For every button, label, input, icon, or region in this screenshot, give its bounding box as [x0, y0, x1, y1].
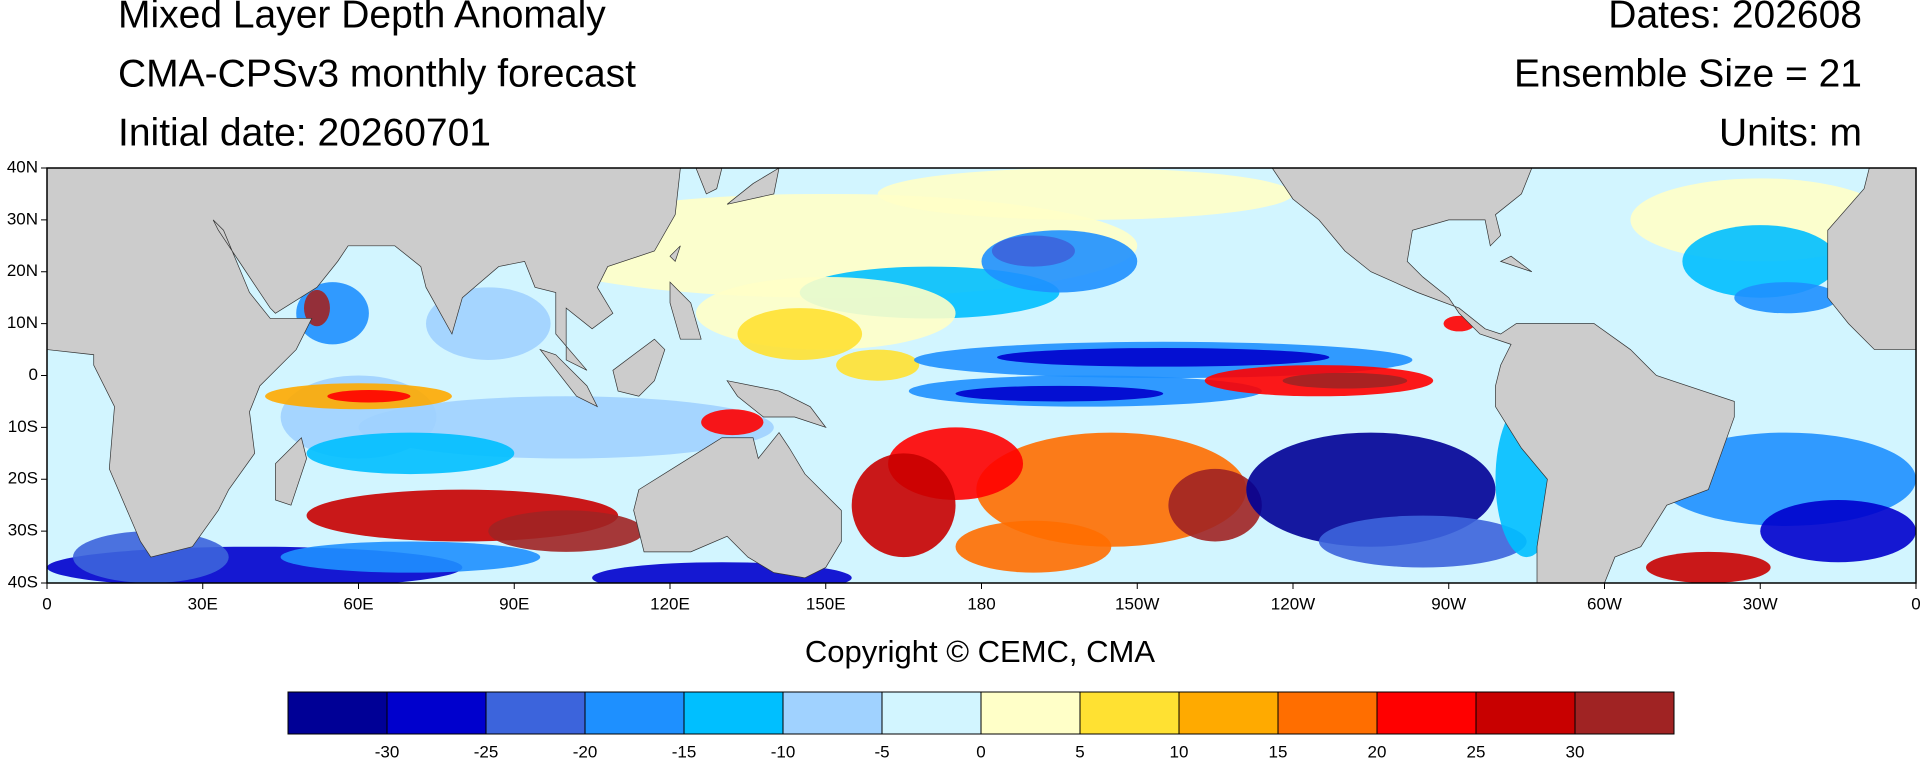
anomaly-patch [955, 385, 1164, 402]
colorbar-box [1376, 691, 1477, 735]
colorbar-label: 25 [1467, 742, 1486, 761]
initial-date: Initial date: 20260701 [118, 111, 491, 154]
lon-label: 180 [967, 594, 995, 613]
land [47, 168, 681, 558]
anomaly-patch [1646, 551, 1771, 583]
dates: Dates: 202608 [1608, 0, 1862, 36]
colorbar-label: 20 [1368, 742, 1387, 761]
lat-label: 30S [8, 521, 38, 540]
lon-label: 60E [343, 594, 373, 613]
lon-label: 90W [1431, 594, 1466, 613]
land [612, 338, 666, 397]
lat-label: 20S [8, 469, 38, 488]
colorbar-box [1079, 691, 1180, 735]
anomaly-patch [997, 348, 1330, 367]
lon-label: 120W [1271, 594, 1315, 613]
colorbar-label: -5 [874, 742, 889, 761]
anomaly-patch [488, 510, 645, 552]
lat-label: 30N [7, 209, 38, 228]
anomaly-patch [1734, 282, 1839, 314]
colorbar-box [287, 691, 388, 735]
anomaly-patch [1168, 468, 1262, 542]
colorbar-label: -10 [771, 742, 796, 761]
land [633, 431, 842, 579]
colorbar-label: -20 [573, 742, 598, 761]
anomaly-patch [737, 308, 863, 360]
anomaly-patch [1682, 225, 1839, 298]
colorbar-box [683, 691, 784, 735]
colorbar-box [782, 691, 883, 735]
colorbar-box [881, 691, 982, 735]
colorbar-label: -25 [474, 742, 499, 761]
lon-label: 60W [1587, 594, 1622, 613]
land [1827, 168, 1916, 350]
anomaly-patch [1282, 372, 1408, 389]
anomaly-patch [1630, 178, 1891, 262]
anomaly-patch [851, 453, 956, 558]
lon-label: 150E [806, 594, 846, 613]
colorbar-label: -30 [375, 742, 400, 761]
lon-label: 0 [42, 594, 51, 613]
anomaly-patch [1760, 500, 1916, 563]
lon-label: 30W [1743, 594, 1778, 613]
land [539, 348, 599, 408]
lat-label: 10N [7, 313, 38, 332]
colorbar-label: 0 [976, 742, 985, 761]
anomaly-patch [836, 349, 920, 381]
land [695, 168, 723, 195]
land [669, 245, 681, 263]
colorbar-box [980, 691, 1081, 735]
lon-label: 120E [650, 594, 690, 613]
anomaly-patch [1318, 515, 1527, 568]
copyright: Copyright © CEMC, CMA [805, 634, 1155, 669]
anomaly-patch [306, 432, 515, 475]
anomaly-patch [991, 235, 1075, 267]
lon-label: 30E [188, 594, 218, 613]
colorbar-box [1475, 691, 1576, 735]
anomaly-patch [955, 520, 1112, 573]
map-field [47, 168, 1916, 583]
land [1499, 255, 1533, 273]
colorbar-box [386, 691, 487, 735]
land [1271, 168, 1735, 583]
land [726, 168, 780, 205]
colorbar-label: -15 [672, 742, 697, 761]
colorbar-box [485, 691, 586, 735]
lat-label: 20N [7, 261, 38, 280]
colorbar-label: 10 [1170, 742, 1189, 761]
units: Units: m [1719, 111, 1862, 154]
lat-label: 0 [29, 365, 38, 384]
ensemble-size: Ensemble Size = 21 [1514, 52, 1862, 95]
colorbar-box [1178, 691, 1279, 735]
subtitle: CMA-CPSv3 monthly forecast [118, 52, 636, 95]
anomaly-patch [327, 390, 411, 403]
colorbar-label: 5 [1075, 742, 1084, 761]
anomaly-patch [280, 541, 541, 573]
land [669, 281, 702, 340]
colorbar-label: 15 [1269, 742, 1288, 761]
lon-label: 0 [1911, 594, 1920, 613]
lon-label: 90E [499, 594, 529, 613]
land [726, 380, 827, 429]
colorbar-box [1574, 691, 1675, 735]
lon-label: 150W [1115, 594, 1159, 613]
title: Mixed Layer Depth Anomaly [118, 0, 606, 36]
land [275, 437, 307, 506]
lat-label: 40N [7, 157, 38, 176]
colorbar-box [584, 691, 685, 735]
colorbar-box [1277, 691, 1378, 735]
anomaly-patch [701, 409, 764, 436]
anomaly-patch [303, 289, 330, 327]
colorbar-label: 30 [1566, 742, 1585, 761]
anomaly-patch [877, 168, 1293, 220]
lat-label: 10S [8, 417, 38, 436]
lat-label: 40S [8, 572, 38, 591]
